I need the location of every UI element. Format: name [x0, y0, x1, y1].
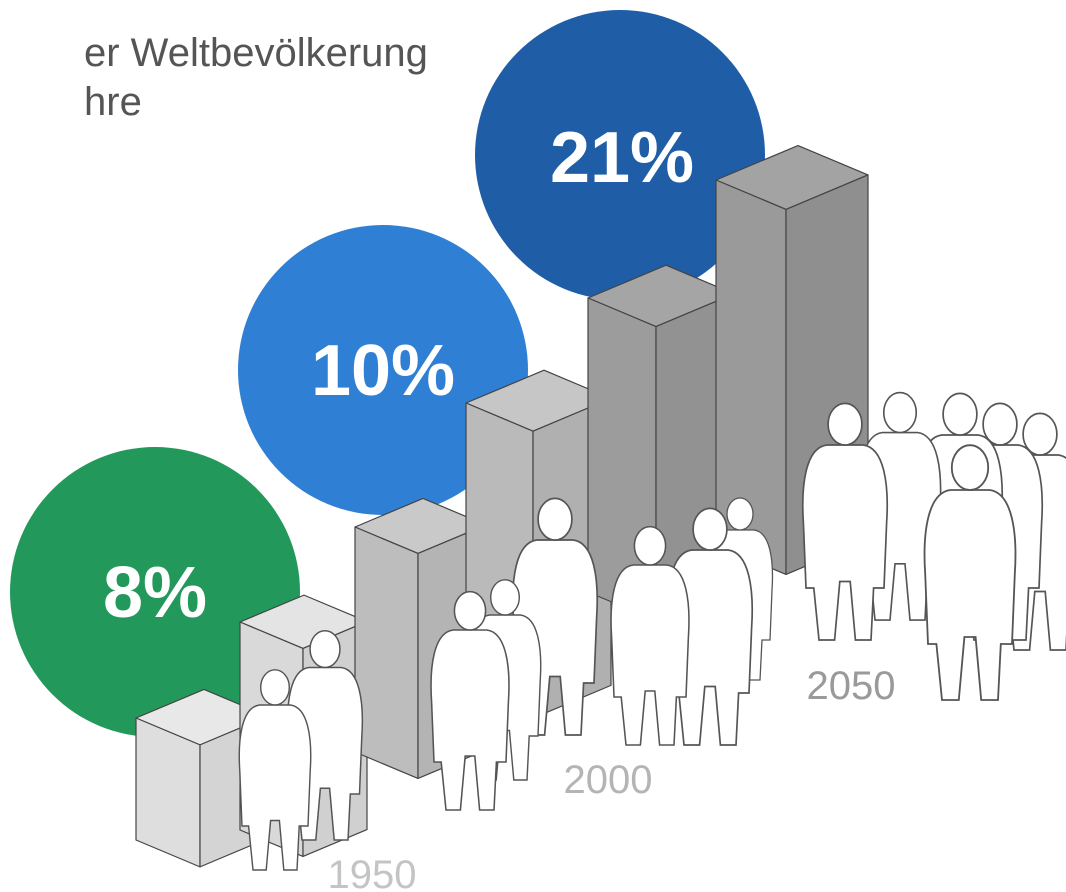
person-head: [942, 392, 978, 436]
person: [923, 444, 1017, 701]
badge-label: 21%: [550, 118, 694, 198]
box-left: [354, 526, 419, 780]
badges: [10, 10, 765, 737]
year-label: 2000: [564, 758, 653, 802]
person-head: [827, 402, 863, 446]
person-head: [489, 579, 521, 616]
people: [238, 391, 1066, 871]
badge-label: 10%: [311, 331, 455, 411]
badge-labels: 8% 10% 21%: [103, 118, 694, 633]
badge-circle: [10, 447, 300, 737]
person-head: [309, 629, 341, 669]
person-head: [950, 444, 990, 491]
badge-circle: [238, 225, 528, 515]
badge-circle: [475, 10, 765, 300]
year-label: 1950: [328, 853, 417, 892]
person-body: [610, 564, 690, 746]
box-left: [135, 717, 201, 868]
person-head: [982, 402, 1018, 446]
person-head: [726, 497, 754, 531]
title-line: hre: [84, 80, 142, 124]
person-head: [633, 525, 667, 566]
person-body: [238, 704, 312, 871]
title-line: er Weltbevölkerung: [84, 31, 428, 75]
person-body: [923, 489, 1017, 701]
year-label: 2050: [807, 664, 896, 708]
person: [430, 590, 510, 811]
person: [801, 402, 889, 641]
person: [238, 669, 312, 871]
person-body: [801, 444, 889, 641]
badge-label: 8%: [103, 553, 207, 633]
person-head: [259, 669, 291, 706]
person-head: [537, 497, 573, 541]
person-head: [692, 507, 728, 551]
person: [610, 525, 690, 746]
person-head: [453, 590, 487, 631]
person-head: [1022, 412, 1058, 456]
person-body: [430, 629, 510, 811]
person-head: [882, 391, 918, 434]
